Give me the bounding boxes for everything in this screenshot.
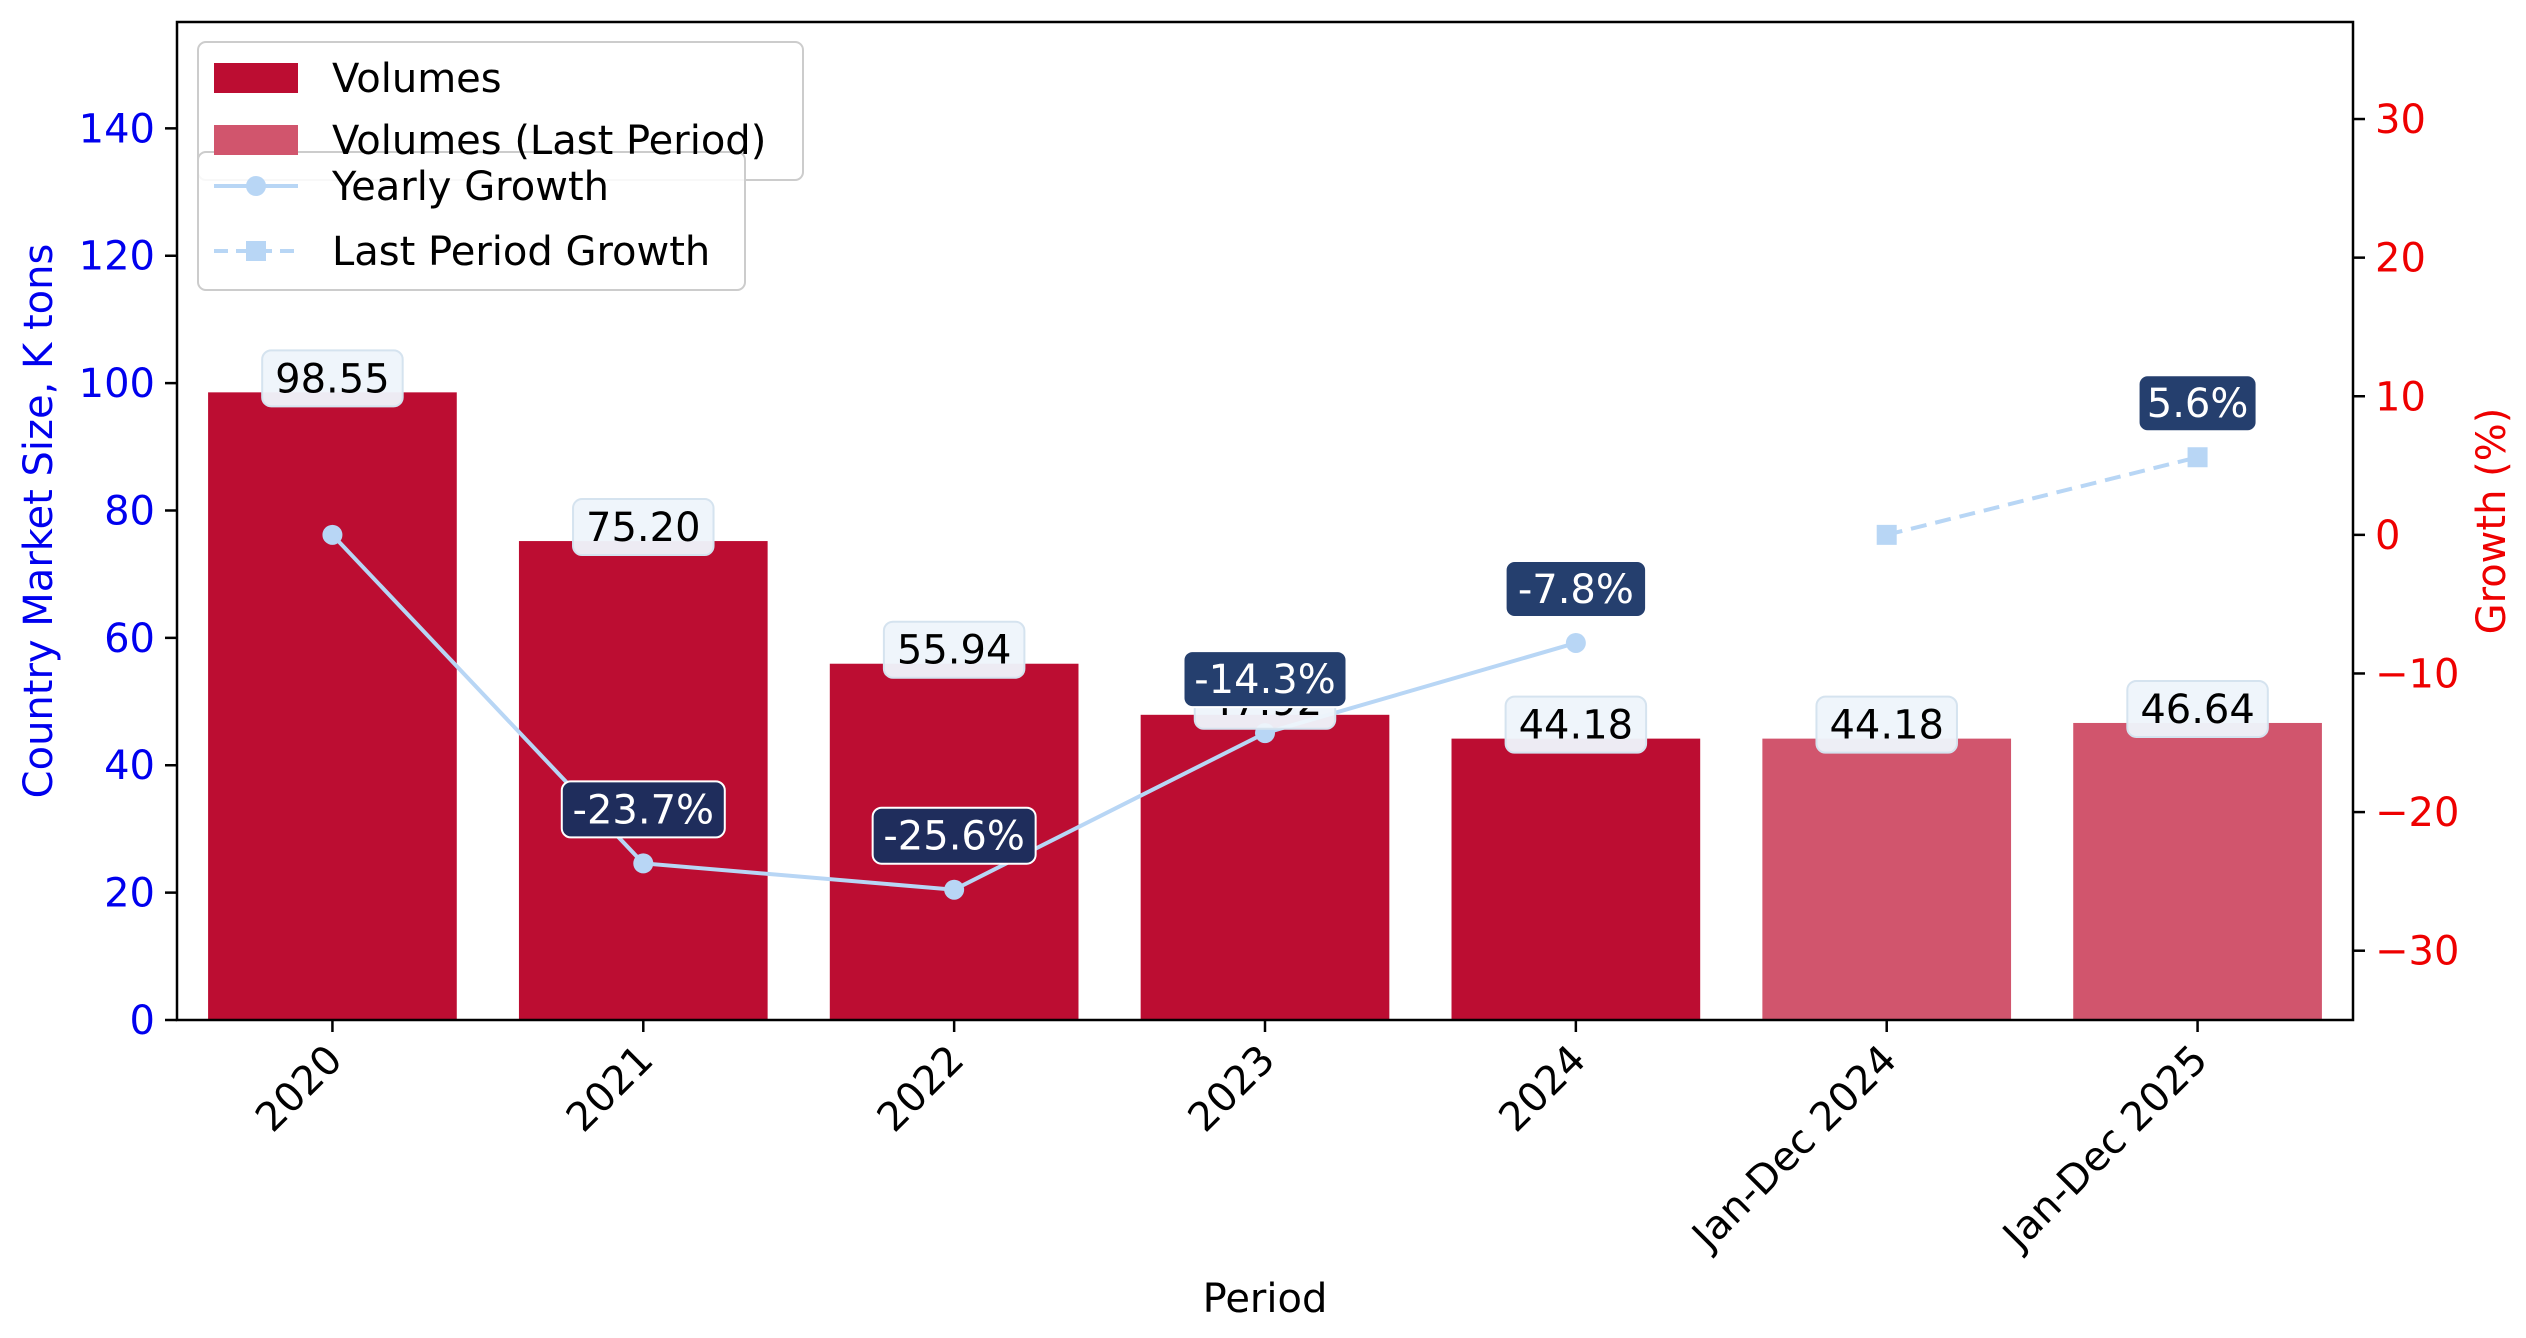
bar-value-label-box <box>2126 679 2269 738</box>
right-y-tick-label: 0 <box>2375 513 2400 559</box>
growth-value-label-box <box>871 806 1037 865</box>
left-y-tick-label: 20 <box>104 871 155 917</box>
bar-2023 <box>1140 714 1390 1020</box>
growth-value-label-text: 5.6% <box>2147 381 2249 427</box>
bar-value-label-text: 46.64 <box>2140 687 2255 733</box>
bar-value-label-text: 98.55 <box>275 356 390 402</box>
left-y-axis: 0 20 40 60 80 100 120 140 <box>79 106 177 1044</box>
growth-point <box>633 853 654 874</box>
legend-box-lines <box>197 151 746 291</box>
growth-value-label-text: -14.3% <box>1194 657 1336 703</box>
x-axis: 2020 2021 2022 2023 2024 Jan-Dec 2024 Jan-Dec … <box>247 1020 2217 1261</box>
left-y-tick-label: 0 <box>130 998 155 1044</box>
growth-lines-layer <box>322 447 2208 900</box>
bar-value-label-box <box>882 620 1026 679</box>
growth-value-label: -7.8% <box>1504 559 1648 618</box>
legend-label: Yearly Growth <box>331 164 609 210</box>
left-y-tick-label: 140 <box>79 106 155 152</box>
growth-value-label: -25.6% <box>871 806 1037 865</box>
growth-value-label: 5.6% <box>2137 374 2258 433</box>
legend-marker-circle <box>246 176 266 196</box>
x-tick-label: 2022 <box>869 1037 974 1142</box>
left-y-tick-label: 100 <box>79 361 155 407</box>
bar-value-label: 55.94 <box>882 620 1026 679</box>
right-y-tick-label: −20 <box>2375 790 2459 836</box>
legend-label: Volumes (Last Period) <box>332 118 766 164</box>
x-tick-label: 2023 <box>1180 1037 1285 1142</box>
bar-value-label: 75.20 <box>572 498 715 557</box>
x-tick-label: 2021 <box>558 1037 663 1142</box>
growth-value-label: -14.3% <box>1182 650 1348 709</box>
bar-value-label-text: 55.94 <box>897 628 1012 674</box>
bar-value-label: 46.64 <box>2126 679 2269 738</box>
legend-marker-square <box>246 241 266 261</box>
left-y-tick-label: 80 <box>104 488 155 534</box>
bar-value-label-box <box>1504 695 1648 754</box>
last-period-growth-line <box>1886 455 2199 537</box>
right-y-tick-label: 20 <box>2375 236 2426 282</box>
growth-point <box>944 879 965 900</box>
bar-jan-dec-2024 <box>1762 738 2012 1020</box>
data-labels-layer: 98.5575.2055.9447.9244.1844.1846.64-23.7… <box>261 349 2269 865</box>
growth-value-label-box <box>1504 559 1648 618</box>
bar-value-label-box <box>261 349 404 408</box>
right-y-tick-label: −10 <box>2375 651 2459 697</box>
growth-point <box>322 524 343 545</box>
growth-value-label-box <box>560 780 726 839</box>
growth-value-label-text: -23.7% <box>573 787 715 833</box>
growth-value-label: -23.7% <box>560 780 726 839</box>
bar-value-label: 98.55 <box>261 349 404 408</box>
x-tick-label: 2020 <box>247 1037 352 1142</box>
left-y-tick-label: 60 <box>104 616 155 662</box>
x-tick-label: Jan-Dec 2025 <box>1992 1037 2216 1261</box>
bar-value-label-box <box>572 498 715 557</box>
bar-value-label-text: 44.18 <box>1519 703 1634 749</box>
bar-value-label-box <box>1815 695 1958 754</box>
bar-2024 <box>1451 738 1701 1020</box>
right-y-axis-title: Growth (%) <box>2469 408 2515 635</box>
legend-swatch-bar <box>214 63 298 93</box>
bar-2020 <box>208 392 457 1020</box>
left-y-tick-label: 120 <box>79 234 155 280</box>
legend-swatch-bar <box>214 125 298 155</box>
growth-point-square <box>1876 524 1897 545</box>
x-axis-title: Period <box>1203 1276 1328 1322</box>
x-tick-label: 2024 <box>1490 1037 1595 1142</box>
right-y-axis: −30 −20 −10 0 10 20 30 <box>2353 97 2459 975</box>
growth-point-square <box>2187 447 2208 468</box>
left-y-tick-label: 40 <box>104 743 155 789</box>
legend: Volumes Volumes (Last Period)Yearly Growt… <box>197 41 804 291</box>
growth-point <box>1565 632 1586 653</box>
bar-value-label-text: 75.20 <box>586 505 701 551</box>
bar-jan-dec-2025 <box>2073 722 2322 1020</box>
growth-value-label-text: -25.6% <box>883 814 1025 860</box>
legend-label: Last Period Growth <box>332 229 710 275</box>
bar-value-label: 44.18 <box>1504 695 1648 754</box>
left-y-axis-title: Country Market Size, K tons <box>16 244 62 799</box>
right-y-tick-label: 10 <box>2375 374 2426 420</box>
legend-label: Volumes <box>332 56 502 102</box>
bar-value-label: 44.18 <box>1815 695 1958 754</box>
x-tick-label: Jan-Dec 2024 <box>1682 1037 1906 1261</box>
growth-value-label-box <box>1182 650 1348 709</box>
growth-value-label-box <box>2137 374 2258 433</box>
growth-value-label-text: -7.8% <box>1518 567 1634 613</box>
right-y-tick-label: −30 <box>2375 929 2459 975</box>
right-y-tick-label: 30 <box>2375 97 2426 143</box>
bar-value-label-text: 44.18 <box>1829 703 1944 749</box>
